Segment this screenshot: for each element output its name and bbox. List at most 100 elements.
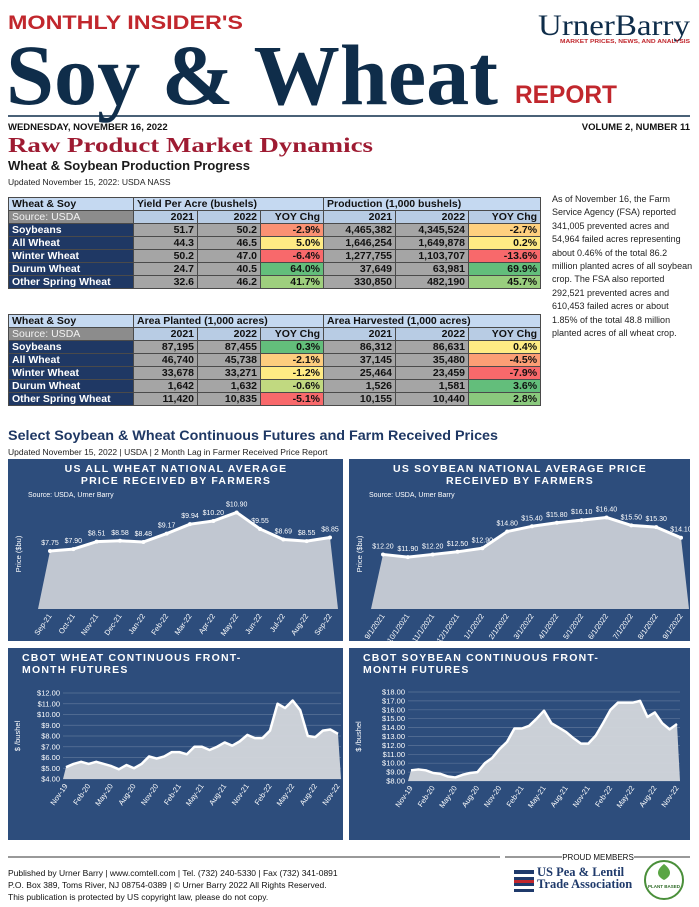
chart-source: Source: USDA, Urner Barry xyxy=(28,492,114,499)
row-label: Other Spring Wheat xyxy=(8,392,134,406)
x-tick-label: Nov-22 xyxy=(320,782,341,807)
subheader-cell: YOY Chg xyxy=(259,210,325,224)
x-tick-label: 3/1/2022 xyxy=(512,612,536,641)
chart-title: CBOT SOYBEAN CONTINUOUS FRONT-MONTH FUTU… xyxy=(363,652,600,676)
data-label: $8.51 xyxy=(88,531,106,538)
x-tick-label: Nov-22 xyxy=(659,784,680,809)
y-tick-label: $5.00 xyxy=(41,764,60,773)
x-tick-label: 5/1/2022 xyxy=(561,612,585,641)
cell: 3.6% xyxy=(468,379,542,393)
data-label: $10.20 xyxy=(203,510,225,517)
cell: 0.4% xyxy=(468,340,542,354)
cell: 33,678 xyxy=(133,366,198,380)
data-label: $12.90 xyxy=(472,537,494,544)
brand: UrnerBarry xyxy=(538,9,690,42)
cell: 37,145 xyxy=(323,353,397,367)
x-tick-label: May-20 xyxy=(93,782,115,808)
point xyxy=(328,535,332,540)
row-label: All Wheat xyxy=(8,353,134,367)
x-tick-label: 6/1/2022 xyxy=(586,612,610,641)
data-row: Soybeans 87,195 87,455 0.3% 86,312 86,631 0.4% xyxy=(8,340,542,354)
y-tick-label: $12.00 xyxy=(382,741,405,750)
data-label: $15.30 xyxy=(645,516,667,523)
y-tick-label: $18.00 xyxy=(382,688,405,697)
data-label: $7.90 xyxy=(65,538,83,545)
y-tick-label: $15.00 xyxy=(382,714,405,723)
subheader-row: Source: USDA 2021 2022 YOY Chg 2021 2022 YOY C… xyxy=(8,327,542,341)
subheader-cell: 2022 xyxy=(395,327,470,341)
header-cell: Area Planted (1,000 acres) xyxy=(132,314,325,328)
cell: 482,190 xyxy=(395,275,470,289)
data-label: $10.90 xyxy=(226,501,248,508)
cell: 1,632 xyxy=(197,379,261,393)
point xyxy=(654,525,659,530)
data-row: Other Spring Wheat 32.6 46.2 41.7% 330,850 48… xyxy=(8,275,542,289)
cell: 1,103,707 xyxy=(395,249,470,263)
y-tick-label: $14.00 xyxy=(382,723,405,732)
section-title: Raw Product Market Dynamics xyxy=(8,133,373,157)
data-table: Wheat & Soy Yield Per Acre (bushels) Produ… xyxy=(8,197,542,289)
x-tick-label: Aug-20 xyxy=(460,784,481,809)
cell: 50.2 xyxy=(133,249,198,263)
x-tick-label: Jan-22 xyxy=(126,612,147,636)
cell: 10,155 xyxy=(323,392,397,406)
cell: 86,312 xyxy=(323,340,397,354)
x-tick-label: Feb-20 xyxy=(416,784,437,809)
line xyxy=(65,699,339,771)
point xyxy=(141,540,146,545)
cell: 0.2% xyxy=(468,236,542,250)
x-tick-label: Feb-20 xyxy=(71,782,92,807)
x-tick-label: Nov-21 xyxy=(571,784,592,809)
cell: 5.0% xyxy=(259,236,325,250)
cell: 23,459 xyxy=(395,366,470,380)
note: As of November 16, the Farm Service Agen… xyxy=(552,194,693,339)
point xyxy=(629,523,634,528)
data-label: $12.20 xyxy=(422,543,444,550)
data-label: $9.17 xyxy=(158,523,176,530)
data-label: $9.94 xyxy=(181,513,199,520)
cell: 64.0% xyxy=(259,262,325,276)
subheader-cell: 2022 xyxy=(197,327,261,341)
cell: 25,464 xyxy=(323,366,397,380)
x-tick-label: Aug-22 xyxy=(298,782,319,807)
point xyxy=(94,539,99,544)
x-tick-label: Sep-21 xyxy=(32,612,53,637)
chart-panel: CBOT WHEAT CONTINUOUS FRONT-MONTH FUTURE… xyxy=(8,648,343,840)
point xyxy=(381,552,385,557)
y-tick-label: $16.00 xyxy=(382,705,405,714)
point xyxy=(164,531,169,536)
y-tick-label: $17.00 xyxy=(382,696,405,705)
cell: 87,195 xyxy=(133,340,198,354)
x-tick-label: May-22 xyxy=(219,612,241,638)
x-tick-label: Nov-20 xyxy=(139,782,160,807)
chart: $4.00 $5.00 $6.00 $7.00$8.00 $9.00 $10.00 $11.… xyxy=(13,689,342,808)
point xyxy=(211,519,216,523)
x-tick-label: Oct-21 xyxy=(57,612,77,636)
x-tick-label: 2/1/2022 xyxy=(487,612,511,641)
x-tick-label: 9/1/2021 xyxy=(363,612,387,641)
data-label: $15.80 xyxy=(546,512,568,519)
footer-line: This publication is protected by US copy… xyxy=(8,892,268,902)
cell: 41.7% xyxy=(259,275,325,289)
point xyxy=(71,547,76,552)
x-tick-label: 10/1/2021 xyxy=(385,612,412,641)
subheader-cell: Source: USDA xyxy=(8,210,134,224)
brand-tagline: MARKET PRICES, NEWS, AND ANALYSIS xyxy=(560,39,690,45)
report-suffix: REPORT xyxy=(515,81,617,109)
chart-title: US ALL WHEAT NATIONAL AVERAGE PRICE RECE… xyxy=(64,463,288,487)
plant-logo-leaf xyxy=(658,864,670,880)
subheader-cell: 2021 xyxy=(323,327,397,341)
cell: -1.2% xyxy=(259,366,325,380)
x-tick-label: Aug-22 xyxy=(289,612,310,637)
point xyxy=(118,538,122,543)
cell: 47.0 xyxy=(197,249,261,263)
row-label: All Wheat xyxy=(8,236,134,250)
data-row: Winter Wheat 33,678 33,271 -1.2% 25,464 23,45… xyxy=(8,366,542,380)
cell: 45.7% xyxy=(468,275,542,289)
cell: -0.6% xyxy=(259,379,325,393)
member-name: US Pea & Lentil Trade Association xyxy=(537,865,633,891)
subheader-cell: YOY Chg xyxy=(468,210,542,224)
data-row: Durum Wheat 1,642 1,632 -0.6% 1,526 1,581 3.6% xyxy=(8,379,542,393)
data-label: $7.75 xyxy=(41,540,59,547)
row-label: Soybeans xyxy=(8,340,134,354)
